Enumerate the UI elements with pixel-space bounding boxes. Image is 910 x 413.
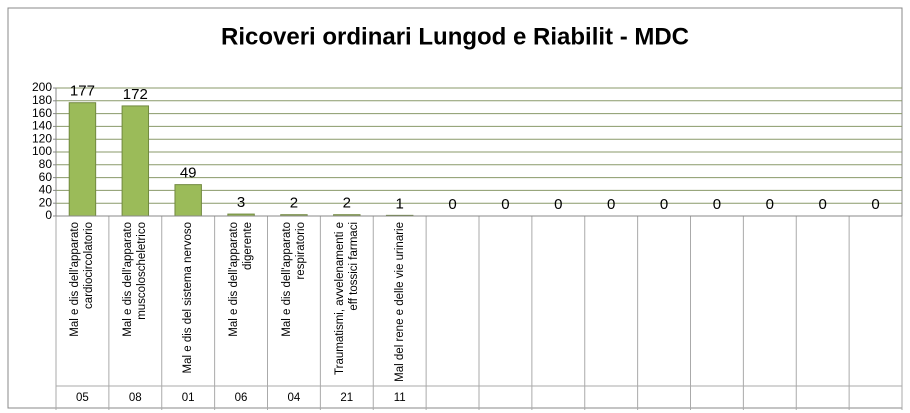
value-label: 172 [123,86,148,103]
y-tick-label: 20 [39,195,53,209]
x-tick-label: Mal e dis dell'apparato digerente [228,222,255,337]
chart-title: Ricoveri ordinari Lungod e Riabilit - MD… [221,23,689,50]
x-group-label: 01 [182,392,195,404]
bar [121,105,150,217]
bar [68,102,97,217]
y-tick-label: 0 [45,208,52,222]
value-label: 3 [237,194,245,211]
y-tick-label: 160 [32,106,52,120]
x-tick-label: Mal del rene e delle vie urinarie [393,222,406,382]
value-label: 0 [501,196,509,213]
x-group-label: 04 [288,392,301,404]
value-label: 2 [290,195,298,212]
y-tick-label: 40 [39,183,53,197]
y-tick-label: 120 [32,131,52,145]
value-label: 49 [180,165,197,182]
value-label: 2 [343,195,351,212]
y-tick-label: 200 [32,80,52,94]
y-tick-label: 180 [32,93,52,107]
x-group-label: 08 [129,392,142,404]
value-label: 0 [660,196,668,213]
x-group-label: 11 [394,392,406,404]
value-label: 0 [766,196,774,213]
value-label: 0 [871,196,879,213]
value-label: 0 [448,196,456,213]
x-group-label: 05 [76,392,89,404]
y-tick-label: 140 [32,119,52,133]
x-group-label: 21 [340,392,353,404]
bar [174,184,202,217]
value-label: 1 [396,195,404,212]
chart-frame [7,7,903,409]
value-label: 0 [607,196,615,213]
value-label: 0 [819,196,827,213]
x-tick-label: Traumatismi, avvelenamenti e eff tossici… [333,222,360,375]
y-tick-label: 100 [32,144,52,158]
x-tick-label: Mal e dis dell'apparato respiratorio [280,222,307,337]
value-label: 0 [554,196,562,213]
value-label: 0 [713,196,721,213]
x-tick-label: Mal e dis del sistema nervoso [182,222,195,374]
x-tick-label: Mal e dis dell'apparato cardiocircolator… [69,222,96,337]
y-tick-label: 60 [39,170,53,184]
x-group-label: 06 [235,392,248,404]
x-tick-label: Mal e dis dell'apparato muscoloscheletri… [122,222,149,337]
value-label: 177 [70,83,95,100]
y-tick-label: 80 [39,157,53,171]
